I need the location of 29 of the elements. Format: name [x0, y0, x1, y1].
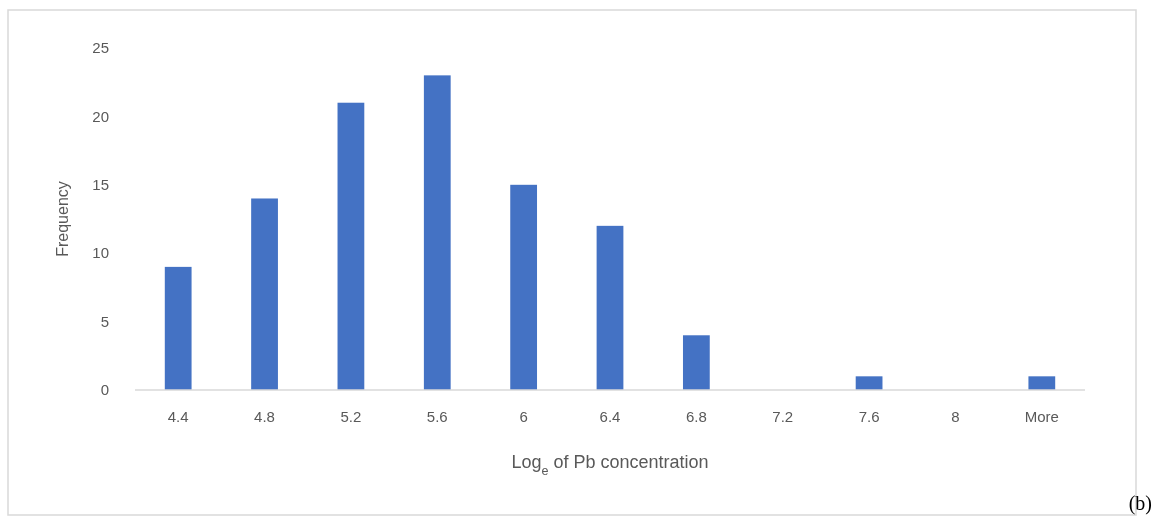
bar	[164, 266, 192, 390]
bar	[251, 198, 278, 390]
x-tick-label: 8	[951, 408, 960, 425]
x-tick-label: 5.6	[426, 408, 448, 425]
bar	[423, 75, 451, 390]
x-tick-label: 4.4	[167, 408, 189, 425]
y-tick-label: 10	[92, 244, 109, 262]
x-tick-label: 4.8	[254, 408, 275, 425]
y-tick-label: 0	[100, 381, 109, 399]
y-axis-title: Frequency	[54, 181, 71, 257]
bar	[1028, 376, 1056, 390]
bar	[855, 376, 883, 390]
text: (b)	[1128, 492, 1152, 515]
y-tick-label: 5	[100, 312, 109, 330]
y-tick-label: 20	[92, 107, 109, 125]
x-axis-title: Log$_{e}$ of Pb concentration	[511, 452, 709, 478]
bar	[596, 225, 624, 390]
bar	[682, 335, 710, 390]
x-tick-label: 6	[519, 408, 528, 425]
x-tick-label: 7.2	[772, 408, 794, 425]
y-tick-label: 15	[92, 176, 109, 194]
x-tick-label: More	[1024, 408, 1059, 425]
x-tick-label: 6.8	[685, 408, 707, 425]
x-tick-label: 5.2	[340, 408, 362, 425]
bar	[510, 184, 538, 390]
y-tick-label: 25	[92, 39, 109, 57]
x-tick-label: 7.6	[858, 408, 880, 425]
bar	[337, 102, 365, 390]
x-tick-label: 6.4	[599, 408, 621, 425]
